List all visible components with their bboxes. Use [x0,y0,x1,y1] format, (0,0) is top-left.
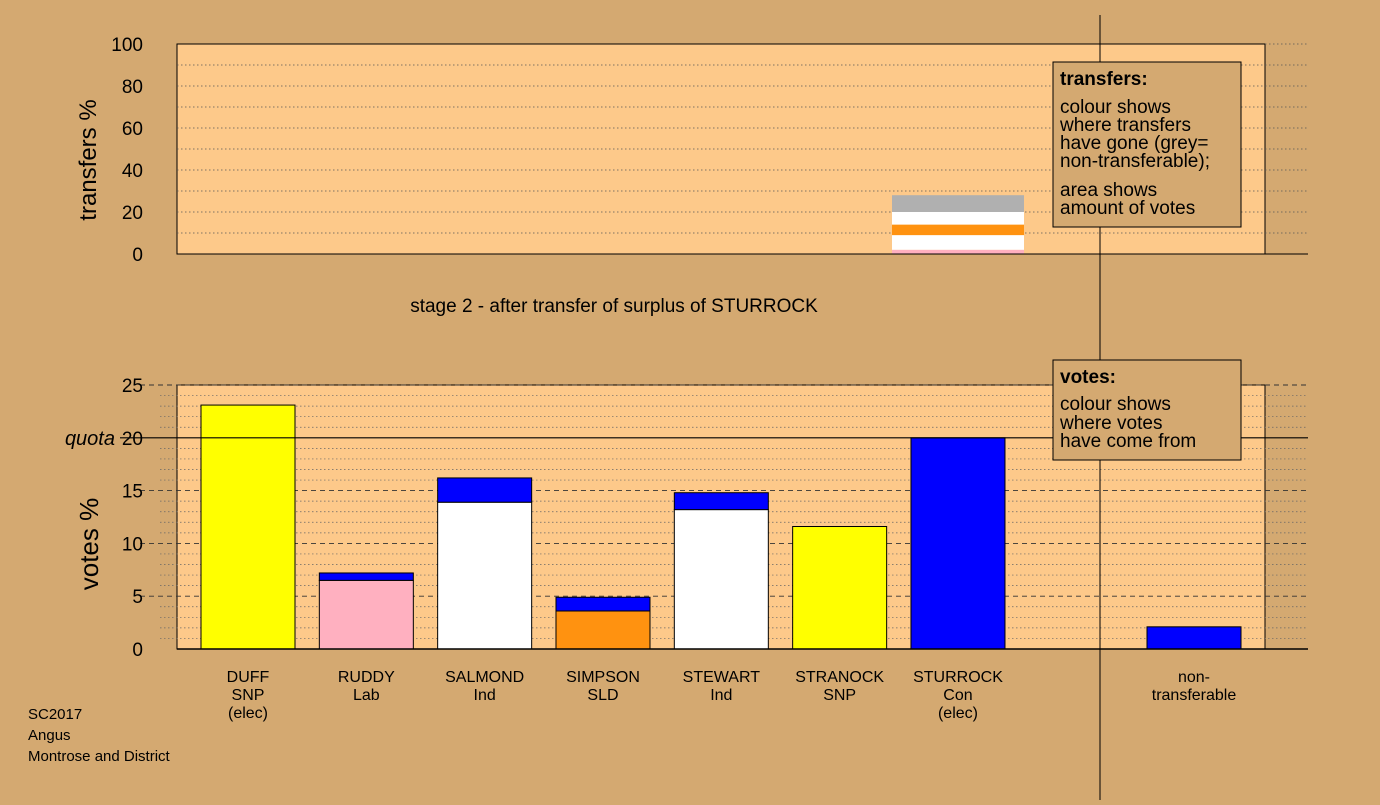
y-tick-label: 0 [132,245,143,266]
votes-legend-line: colour shows [1060,394,1171,415]
bar-segment [1146,626,1242,650]
candidate-bar [318,572,414,650]
y-tick-label: 10 [122,534,143,555]
candidate-label: SLD [587,687,618,704]
candidate-label: Ind [710,687,732,704]
y-tick-label: 15 [122,482,143,503]
y-tick-label: 20 [122,203,143,224]
bar-segment [437,501,533,650]
candidate-label: STEWART [683,669,761,686]
candidate-bar [200,404,296,650]
candidate-bar [437,477,533,650]
stage-title: stage 2 - after transfer of surplus of S… [410,296,818,317]
candidate-label: SIMPSON [566,669,640,686]
votes-legend-line: where votes [1059,413,1162,434]
y-tick-label: 60 [122,119,143,140]
nontransferable-bar [1146,626,1242,650]
transfer-segment [892,224,1024,236]
election-info: SC2017 Angus Montrose and District [28,706,171,765]
votes-legend-title: votes: [1060,367,1116,388]
y-tick-label: 0 [132,640,143,661]
transfer-segment [892,195,1024,212]
transfers-legend: transfers: colour shows where transfers … [1052,61,1242,228]
transfers-legend-line: colour shows [1060,97,1171,118]
transfers-y-ticks: 0 20 40 60 80 100 [111,35,143,266]
votes-legend-line: have come from [1060,431,1196,452]
votes-y-axis-label: votes % [74,498,104,591]
transfers-bars [892,195,1024,254]
transfers-legend-line: amount of votes [1060,198,1195,219]
y-tick-label: 80 [122,77,143,98]
candidate-label: (elec) [228,705,268,722]
candidate-label: RUDDY [338,669,395,686]
candidate-label: STURROCK [913,669,1003,686]
candidate-label: DUFF [227,669,270,686]
bar-segment [910,437,1006,650]
candidate-labels: DUFFSNP(elec)RUDDYLabSALMONDIndSIMPSONSL… [227,669,1237,722]
candidate-bar [673,492,769,650]
transfers-legend-title: transfers: [1060,69,1148,90]
transfer-segment [892,235,1024,250]
candidate-label: SALMOND [445,669,524,686]
votes-legend: votes: colour shows where votes have com… [1052,359,1242,461]
candidate-label: (elec) [938,705,978,722]
votes-y-ticks: 0 5 10 15 20 25 [122,376,143,661]
candidate-bar [555,596,651,650]
bar-segment [555,610,651,650]
transfers-legend-line: non-transferable); [1060,151,1210,172]
election-code: SC2017 [28,706,82,723]
transfers-y-axis-label: transfers % [75,99,102,220]
y-tick-label: 5 [132,587,143,608]
bar-segment [318,579,414,650]
bar-segment [673,492,769,511]
transfer-segment [892,212,1024,225]
nontransferable-label: non- [1178,669,1210,686]
y-tick-label: 40 [122,161,143,182]
y-tick-label: 100 [111,35,143,56]
candidate-label: SNP [823,687,856,704]
candidate-label: Lab [353,687,380,704]
bar-segment [555,596,651,612]
bar-segment [673,509,769,650]
bar-segment [318,572,414,581]
ward-name: Montrose and District [28,748,171,765]
bar-segment [200,404,296,650]
bar-segment [792,526,888,650]
transfer-segment [892,249,1024,254]
candidate-label: SNP [232,687,265,704]
transfers-legend-line: area shows [1060,180,1157,201]
transfers-legend-box [1052,61,1242,228]
candidate-bar [910,437,1006,650]
y-tick-label: 25 [122,376,143,397]
y-tick-label: 20 [122,429,143,450]
candidate-label: Con [943,687,972,704]
transfers-grid [177,43,1308,234]
nontransferable-label: transferable [1152,687,1237,704]
bar-segment [437,477,533,503]
transfers-legend-line: have gone (grey= [1060,133,1208,154]
candidate-bar [792,526,888,650]
votes-legend-box [1052,359,1242,461]
council-name: Angus [28,727,71,744]
quota-label: quota [65,428,115,450]
candidate-label: Ind [474,687,496,704]
candidate-label: STRANOCK [795,669,884,686]
transfers-legend-line: where transfers [1059,115,1191,136]
